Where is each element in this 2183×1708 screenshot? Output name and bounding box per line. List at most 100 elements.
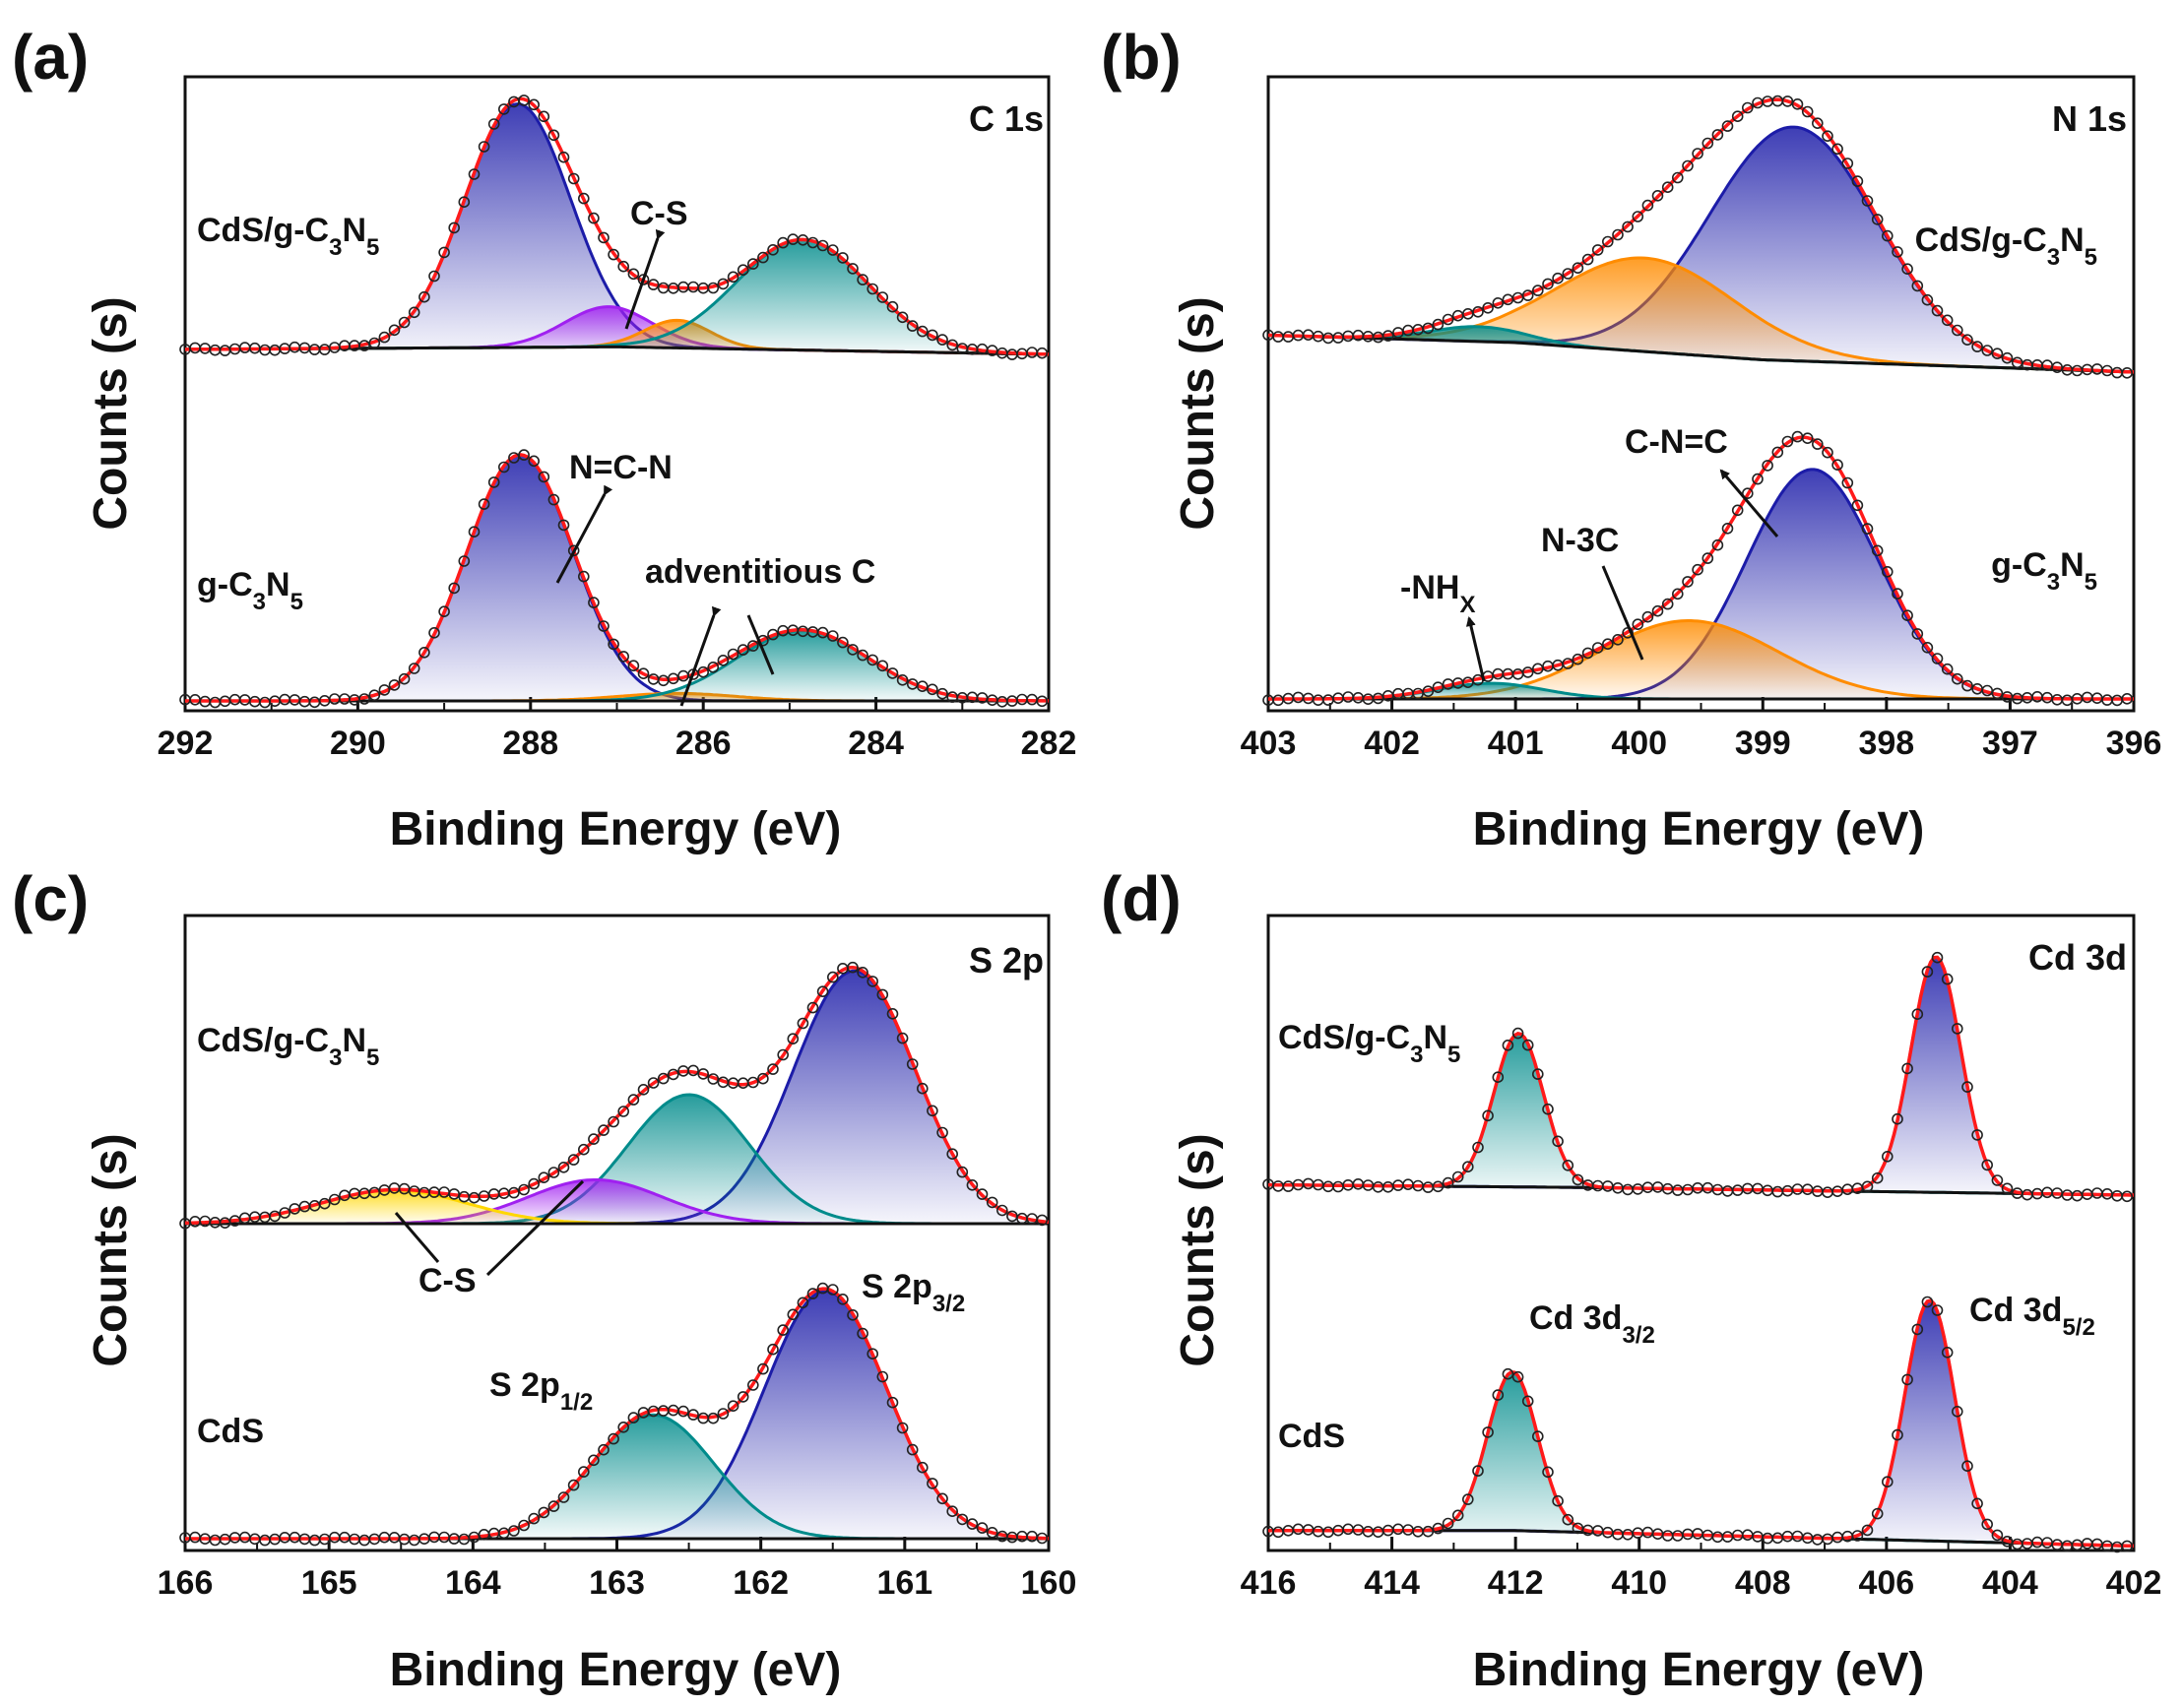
data-point (1752, 473, 1764, 485)
data-point (627, 1094, 640, 1106)
component-fill (1268, 620, 2134, 699)
envelope-fit (1268, 1298, 2135, 1549)
component-fill (1268, 1033, 2134, 1195)
annotation-s2p12-text: S 2p (489, 1366, 560, 1404)
data-point (588, 212, 600, 224)
data-point (916, 325, 929, 338)
data-point (528, 98, 541, 111)
annotation-s2p32: S 2p3/2 (862, 1268, 965, 1317)
data-point (2121, 1190, 2133, 1203)
panel-b: (b) Counts (s) Binding Energy (eV) 403 40… (1101, 22, 2161, 855)
data-point (1921, 1296, 1934, 1308)
data-point (886, 300, 899, 313)
data-point (826, 244, 839, 256)
data-point (1711, 129, 1724, 141)
data-point (588, 1454, 600, 1467)
data-point (1672, 588, 1684, 601)
data-point (1591, 642, 1604, 654)
data-point (637, 667, 650, 680)
data-point (1521, 666, 1534, 678)
sample-label-b-bottom-n: N (2060, 546, 2085, 584)
data-point (976, 1522, 989, 1534)
data-point (2001, 1536, 2014, 1548)
data-point (837, 1294, 849, 1305)
data-point (1651, 190, 1664, 202)
data-point (867, 283, 879, 295)
data-point (1692, 148, 1703, 159)
annotation-cd3d52-text: Cd 3d (1969, 1292, 2062, 1329)
sample-label-b-top-n: N (2060, 221, 2085, 259)
data-point (1931, 653, 1944, 664)
data-point (667, 1068, 679, 1081)
x-axis-title-c: Binding Energy (eV) (390, 1644, 842, 1696)
data-point (1791, 98, 1804, 110)
data-point (717, 654, 730, 666)
data-point (2121, 366, 2133, 379)
data-point (806, 1288, 819, 1299)
data-point (1831, 459, 1843, 472)
x-axis-title-d: Binding Energy (eV) (1473, 1644, 1925, 1696)
data-point (1612, 633, 1624, 646)
data-point (916, 1082, 929, 1095)
panel-letter-a: (a) (12, 22, 89, 93)
data-point (1941, 314, 1954, 327)
data-point (896, 311, 909, 324)
data-point (1581, 647, 1594, 660)
data-point (1941, 973, 1954, 985)
annotation-cs-c-line-right (485, 1179, 585, 1277)
data-point (518, 95, 530, 106)
data-point (2001, 351, 2014, 364)
data-point (787, 1308, 800, 1321)
x-tick-label: 288 (502, 725, 558, 762)
data-point (418, 646, 430, 659)
data-point (976, 1188, 989, 1200)
data-point (617, 1106, 630, 1117)
core-level-label-b: N 1s (2052, 98, 2127, 139)
data-point (1612, 228, 1624, 241)
data-point (2121, 692, 2133, 705)
data-point (1451, 1170, 1464, 1183)
data-point (557, 519, 570, 532)
data-point (1901, 263, 1913, 276)
data-point (608, 1115, 619, 1128)
data-point (816, 239, 829, 252)
data-point (1552, 1135, 1564, 1148)
data-point (538, 1171, 550, 1183)
plot-frame (1266, 75, 2136, 713)
data-point (1742, 101, 1754, 114)
data-point (1991, 1529, 2004, 1542)
data-point (448, 1188, 461, 1200)
core-level-label-c: S 2p (969, 940, 1044, 981)
data-point (1851, 1530, 1864, 1542)
data-point (1742, 487, 1754, 500)
data-point (647, 279, 660, 290)
data-point (588, 597, 600, 608)
data-point (847, 961, 859, 974)
data-point (358, 693, 370, 705)
x-tick-label: 406 (1858, 1564, 1914, 1602)
data-point (1552, 1494, 1564, 1507)
data-point (358, 340, 370, 351)
data-point (1482, 1109, 1494, 1122)
data-point (806, 236, 819, 249)
data-point (936, 687, 948, 700)
data-point (378, 331, 391, 344)
data-point (737, 644, 749, 656)
component-fill (1268, 1371, 2134, 1547)
data-point (717, 278, 730, 290)
data-point (737, 1391, 749, 1403)
data-point (487, 476, 500, 488)
data-point (228, 1215, 241, 1227)
data-point (746, 1076, 759, 1089)
x-tick-label: 398 (1858, 725, 1914, 762)
x-tick-label: 163 (589, 1564, 645, 1602)
data-point (746, 258, 759, 270)
data-point (1781, 95, 1794, 107)
data-point (1901, 1062, 1913, 1075)
data-point (927, 1105, 938, 1117)
plot-area-c: 166 165 164 163 162 161 160 (158, 914, 1076, 1602)
data-point (1542, 1103, 1554, 1115)
envelope-fit (1268, 955, 2134, 1197)
data-point (797, 1297, 809, 1309)
x-tick-label: 284 (848, 725, 904, 762)
